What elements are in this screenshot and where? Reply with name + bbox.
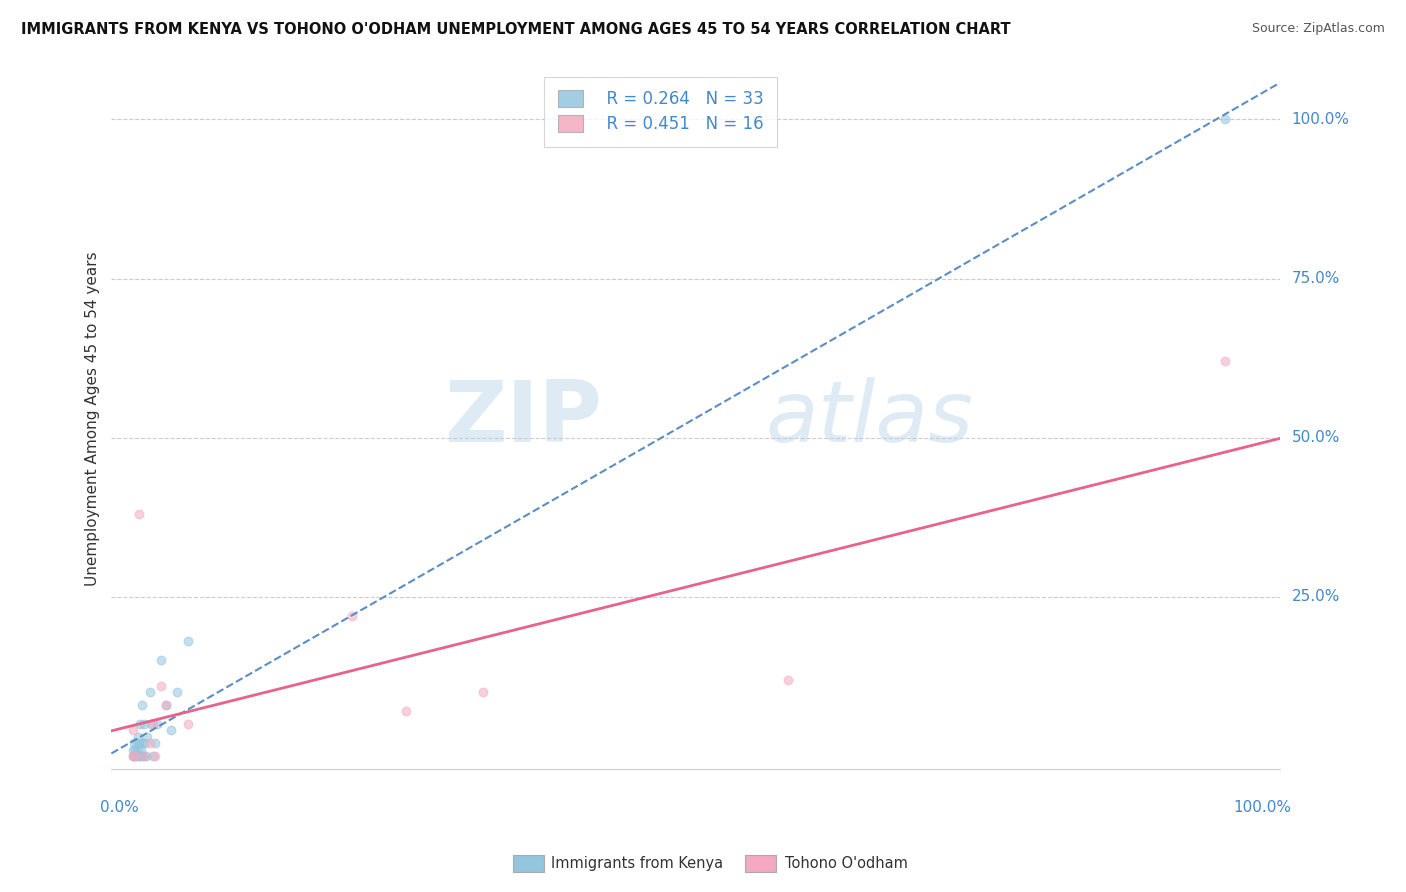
Point	[146, 717, 169, 731]
Point	[132, 748, 155, 763]
Point	[122, 748, 145, 763]
Text: Source: ZipAtlas.com: Source: ZipAtlas.com	[1251, 22, 1385, 36]
Point	[138, 685, 160, 699]
Point	[177, 717, 200, 731]
Point	[139, 717, 162, 731]
Text: ZIP: ZIP	[444, 377, 602, 460]
Legend:   R = 0.264   N = 33,   R = 0.451   N = 16: R = 0.264 N = 33, R = 0.451 N = 16	[544, 77, 778, 146]
Point	[149, 653, 172, 667]
Point	[124, 748, 146, 763]
Text: Tohono O'odham: Tohono O'odham	[785, 856, 907, 871]
Point	[128, 507, 150, 521]
Point	[128, 717, 150, 731]
Text: atlas: atlas	[766, 377, 974, 460]
Point	[122, 742, 145, 756]
Point	[124, 748, 146, 763]
Point	[124, 736, 146, 750]
Point	[125, 748, 148, 763]
Text: 75.0%: 75.0%	[1292, 271, 1340, 286]
Point	[1213, 112, 1236, 127]
Point	[778, 673, 800, 687]
Point	[124, 742, 146, 756]
Text: 100.0%: 100.0%	[1233, 800, 1292, 815]
Point	[135, 748, 157, 763]
Y-axis label: Unemployment Among Ages 45 to 54 years: Unemployment Among Ages 45 to 54 years	[86, 252, 100, 586]
Point	[142, 717, 165, 731]
Point	[142, 748, 165, 763]
Point	[134, 748, 156, 763]
Point	[143, 736, 166, 750]
Point	[166, 685, 188, 699]
Point	[131, 698, 153, 712]
Point	[122, 748, 145, 763]
Point	[138, 736, 160, 750]
Point	[136, 730, 159, 744]
Point	[143, 748, 166, 763]
Point	[1213, 354, 1236, 368]
Point	[125, 736, 148, 750]
Point	[127, 742, 149, 756]
Point	[395, 704, 418, 718]
Point	[177, 634, 200, 648]
Point	[128, 736, 150, 750]
Point	[149, 679, 172, 693]
Point	[122, 723, 145, 738]
Point	[134, 717, 156, 731]
Point	[129, 742, 152, 756]
Point	[155, 698, 177, 712]
Point	[471, 685, 494, 699]
Text: 0.0%: 0.0%	[100, 800, 138, 815]
Point	[128, 748, 150, 763]
Point	[155, 698, 177, 712]
Text: 100.0%: 100.0%	[1292, 112, 1350, 127]
Point	[160, 723, 183, 738]
Text: 25.0%: 25.0%	[1292, 590, 1340, 604]
Point	[127, 730, 149, 744]
Point	[134, 736, 156, 750]
Point	[131, 736, 153, 750]
Point	[340, 608, 363, 623]
Text: 50.0%: 50.0%	[1292, 430, 1340, 445]
Point	[124, 748, 146, 763]
Text: IMMIGRANTS FROM KENYA VS TOHONO O'ODHAM UNEMPLOYMENT AMONG AGES 45 TO 54 YEARS C: IMMIGRANTS FROM KENYA VS TOHONO O'ODHAM …	[21, 22, 1011, 37]
Text: Immigrants from Kenya: Immigrants from Kenya	[551, 856, 723, 871]
Point	[129, 748, 152, 763]
